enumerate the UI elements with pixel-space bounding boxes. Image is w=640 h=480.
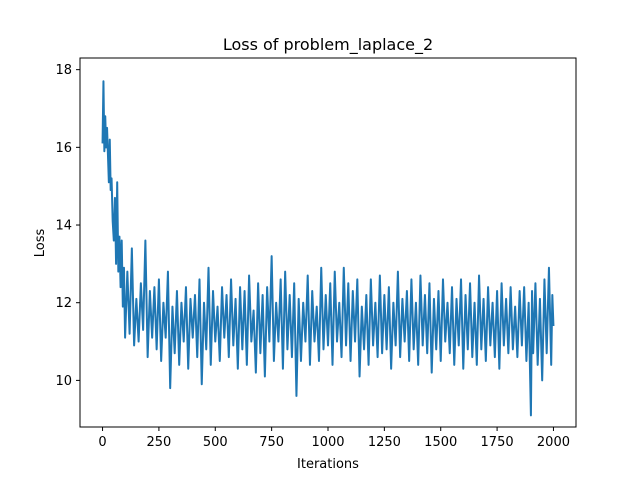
x-tick-label: 1500 (424, 435, 457, 450)
x-axis-ticks: 0 250 500 750 1000 1250 1500 1750 2000 (98, 427, 570, 450)
x-tick-label: 0 (98, 435, 106, 450)
y-tick-label: 16 (55, 141, 72, 156)
loss-series-line (101, 80, 555, 417)
x-tick-label: 2000 (537, 435, 570, 450)
x-tick-label: 1750 (481, 435, 514, 450)
x-axis-label: Iterations (297, 457, 359, 472)
x-tick-label: 1000 (311, 435, 344, 450)
chart-title: Loss of problem_laplace_2 (223, 35, 433, 55)
y-tick-label: 10 (55, 374, 72, 389)
x-tick-label: 500 (203, 435, 228, 450)
series-layer (101, 80, 555, 417)
y-tick-label: 12 (55, 296, 72, 311)
y-axis-label: Loss (33, 229, 48, 258)
y-axis-ticks: 10 12 14 16 18 (55, 63, 80, 389)
y-tick-label: 14 (55, 219, 72, 234)
plot-area (80, 58, 576, 427)
x-tick-label: 1250 (368, 435, 401, 450)
y-tick-label: 18 (55, 63, 72, 78)
x-tick-label: 250 (146, 435, 171, 450)
x-tick-label: 750 (259, 435, 284, 450)
